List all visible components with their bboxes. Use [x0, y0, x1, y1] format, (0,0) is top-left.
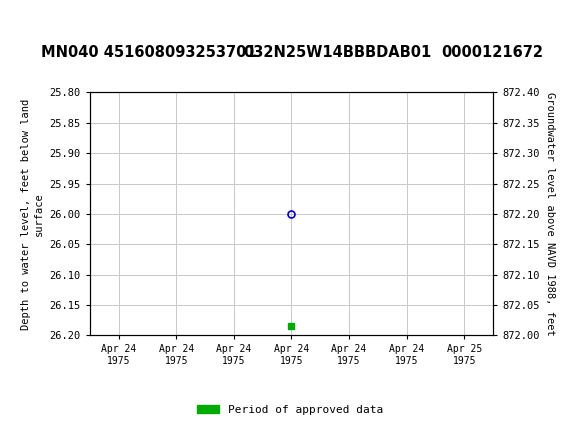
Text: MN040 451608093253701: MN040 451608093253701 — [41, 46, 256, 61]
Bar — [1, 4, 30, 31]
Text: ▒: ▒ — [3, 3, 18, 32]
Text: 0000121672: 0000121672 — [441, 46, 543, 61]
Text: USGS: USGS — [35, 8, 95, 27]
Legend: Period of approved data: Period of approved data — [193, 400, 387, 419]
Y-axis label: Depth to water level, feet below land
surface: Depth to water level, feet below land su… — [21, 98, 44, 329]
Text: USGS: USGS — [7, 8, 71, 28]
Text: 032N25W14BBBDAB01: 032N25W14BBBDAB01 — [244, 46, 432, 61]
Y-axis label: Groundwater level above NAVD 1988, feet: Groundwater level above NAVD 1988, feet — [545, 92, 555, 336]
